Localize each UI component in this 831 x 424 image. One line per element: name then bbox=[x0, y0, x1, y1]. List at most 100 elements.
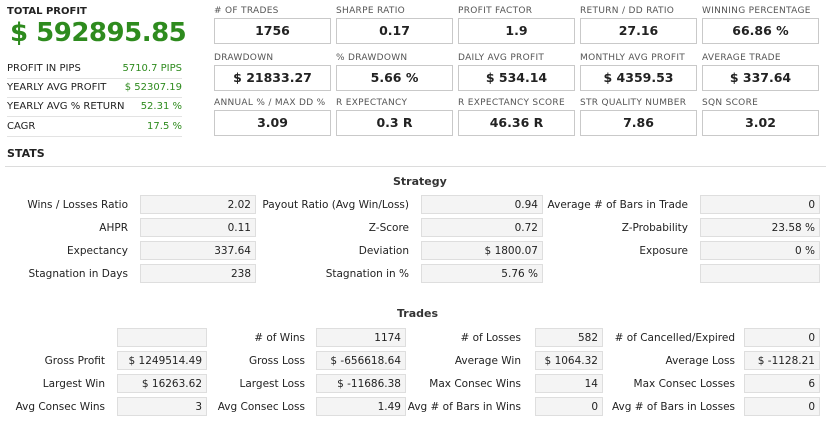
strategy-label: Stagnation in Days bbox=[28, 268, 128, 280]
trades-label: # of Wins bbox=[254, 332, 305, 344]
metric-label: STR QUALITY NUMBER bbox=[580, 98, 687, 108]
strategy-label: Stagnation in % bbox=[325, 268, 409, 280]
metric-label: MONTHLY AVG PROFIT bbox=[580, 53, 686, 63]
trades-label: Average Win bbox=[454, 355, 521, 367]
metric-trades: # OF TRADES 1756 bbox=[214, 5, 331, 44]
trades-label: # of Losses bbox=[460, 332, 521, 344]
metric-average-trade: AVERAGE TRADE $ 337.64 bbox=[702, 52, 819, 91]
strategy-label: Z-Probability bbox=[621, 222, 688, 234]
strategy-label: Exposure bbox=[639, 245, 688, 257]
metric-label: AVERAGE TRADE bbox=[702, 53, 781, 63]
strategy-value: 23.58 % bbox=[700, 218, 820, 237]
metric-value: 7.86 bbox=[580, 110, 697, 136]
trades-value: $ 1249514.49 bbox=[117, 351, 207, 370]
trades-value: 1174 bbox=[316, 328, 406, 347]
metric-label: # OF TRADES bbox=[214, 6, 279, 16]
trades-value: $ 16263.62 bbox=[117, 374, 207, 393]
metric-value: 1.9 bbox=[458, 18, 575, 44]
trades-label: # of Cancelled/Expired bbox=[614, 332, 735, 344]
metric-label: RETURN / DD RATIO bbox=[580, 6, 675, 16]
summary-value: $ 52307.19 bbox=[124, 82, 182, 93]
summary-label: YEARLY AVG PROFIT bbox=[7, 82, 107, 93]
summary-row-yearly-avg-profit: YEARLY AVG PROFIT $ 52307.19 bbox=[7, 79, 182, 98]
trades-value: $ -1128.21 bbox=[744, 351, 820, 370]
metric-r-expectancy: R EXPECTANCY 0.3 R bbox=[336, 97, 453, 136]
trades-value: 0 bbox=[744, 328, 820, 347]
strategy-value: 0.11 bbox=[140, 218, 256, 237]
strategy-value: 337.64 bbox=[140, 241, 256, 260]
trades-value-empty bbox=[117, 328, 207, 347]
metric-winning-percentage: WINNING PERCENTAGE 66.86 % bbox=[702, 5, 819, 44]
metric-return-dd-ratio: RETURN / DD RATIO 27.16 bbox=[580, 5, 697, 44]
trades-value: $ 1064.32 bbox=[535, 351, 603, 370]
summary-label: YEARLY AVG % RETURN bbox=[7, 101, 125, 112]
trades-label: Avg Consec Wins bbox=[15, 401, 105, 413]
strategy-title: Strategy bbox=[393, 175, 447, 188]
trades-label: Largest Loss bbox=[239, 378, 306, 390]
summary-row-profit-pips: PROFIT IN PIPS 5710.7 PIPS bbox=[7, 60, 182, 79]
total-profit-label: TOTAL PROFIT bbox=[7, 6, 87, 17]
metric-value: 3.09 bbox=[214, 110, 331, 136]
trades-label: Gross Loss bbox=[249, 355, 305, 367]
strategy-label: Z-Score bbox=[368, 222, 409, 234]
metric-value: 27.16 bbox=[580, 18, 697, 44]
trades-label: Avg # of Bars in Wins bbox=[407, 401, 521, 413]
metric-value: 0.17 bbox=[336, 18, 453, 44]
strategy-label: Wins / Losses Ratio bbox=[27, 199, 128, 211]
summary-label: PROFIT IN PIPS bbox=[7, 63, 81, 74]
strategy-value: 0 % bbox=[700, 241, 820, 260]
trades-value: 6 bbox=[744, 374, 820, 393]
trades-value: 14 bbox=[535, 374, 603, 393]
trades-value: 0 bbox=[744, 397, 820, 416]
metric-sqn-score: SQN SCORE 3.02 bbox=[702, 97, 819, 136]
summary-value: 5710.7 PIPS bbox=[122, 63, 182, 74]
metric-value: $ 4359.53 bbox=[580, 65, 697, 91]
summary-row-yearly-avg-return: YEARLY AVG % RETURN 52.31 % bbox=[7, 98, 182, 117]
trades-label: Max Consec Wins bbox=[429, 378, 521, 390]
strategy-value: 5.76 % bbox=[421, 264, 543, 283]
trades-label: Max Consec Losses bbox=[633, 378, 735, 390]
strategy-label: Payout Ratio (Avg Win/Loss) bbox=[262, 199, 409, 211]
trades-label: Gross Profit bbox=[44, 355, 105, 367]
stats-title: STATS bbox=[7, 147, 45, 160]
metric-label: WINNING PERCENTAGE bbox=[702, 6, 811, 16]
trades-label: Avg # of Bars in Losses bbox=[611, 401, 735, 413]
trades-value: 0 bbox=[535, 397, 603, 416]
metric-label: PROFIT FACTOR bbox=[458, 6, 533, 16]
strategy-label: Expectancy bbox=[67, 245, 128, 257]
metric-monthly-avg-profit: MONTHLY AVG PROFIT $ 4359.53 bbox=[580, 52, 697, 91]
metric-r-expectancy-score: R EXPECTANCY SCORE 46.36 R bbox=[458, 97, 575, 136]
metric-value: $ 534.14 bbox=[458, 65, 575, 91]
strategy-label: AHPR bbox=[99, 222, 128, 234]
total-profit-value: $ 592895.85 bbox=[10, 18, 187, 48]
strategy-value: $ 1800.07 bbox=[421, 241, 543, 260]
metric-label: SQN SCORE bbox=[702, 98, 759, 108]
metric-label: SHARPE RATIO bbox=[336, 6, 406, 16]
trades-label: Avg Consec Loss bbox=[217, 401, 305, 413]
metric-daily-avg-profit: DAILY AVG PROFIT $ 534.14 bbox=[458, 52, 575, 91]
metric-value: 0.3 R bbox=[336, 110, 453, 136]
metric-pct-drawdown: % DRAWDOWN 5.66 % bbox=[336, 52, 453, 91]
metric-value: 46.36 R bbox=[458, 110, 575, 136]
metric-label: R EXPECTANCY bbox=[336, 98, 408, 108]
trades-value: $ -656618.64 bbox=[316, 351, 406, 370]
strategy-label: Average # of Bars in Trade bbox=[547, 199, 688, 211]
trades-value: $ -11686.38 bbox=[316, 374, 406, 393]
metric-label: DRAWDOWN bbox=[214, 53, 274, 63]
strategy-value: 0.72 bbox=[421, 218, 543, 237]
metric-value: 1756 bbox=[214, 18, 331, 44]
metric-value: 5.66 % bbox=[336, 65, 453, 91]
stats-divider bbox=[5, 166, 826, 167]
trades-label: Largest Win bbox=[42, 378, 105, 390]
metric-sharpe-ratio: SHARPE RATIO 0.17 bbox=[336, 5, 453, 44]
metric-value: $ 337.64 bbox=[702, 65, 819, 91]
metric-label: ANNUAL % / MAX DD % bbox=[214, 98, 326, 108]
summary-label: CAGR bbox=[7, 121, 36, 132]
trades-label: Average Loss bbox=[665, 355, 736, 367]
strategy-value-empty bbox=[700, 264, 820, 283]
trades-value: 3 bbox=[117, 397, 207, 416]
summary-value: 17.5 % bbox=[147, 121, 182, 132]
metric-drawdown: DRAWDOWN $ 21833.27 bbox=[214, 52, 331, 91]
metric-value: 66.86 % bbox=[702, 18, 819, 44]
metric-label: % DRAWDOWN bbox=[336, 53, 408, 63]
